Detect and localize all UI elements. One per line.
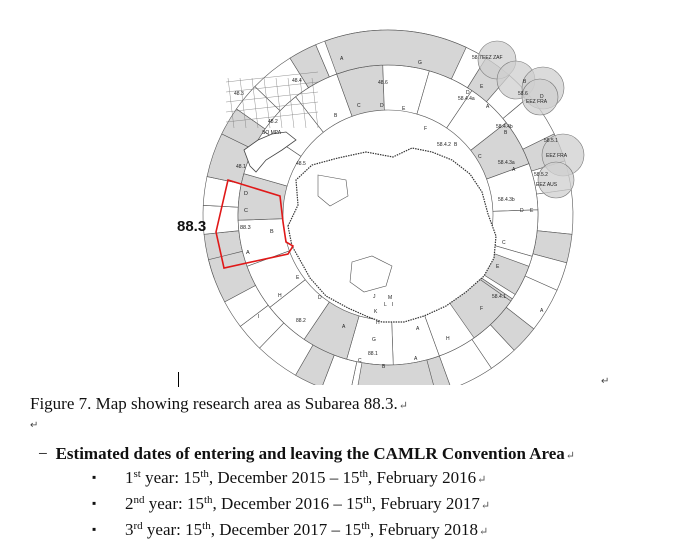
map-label-ssru-c: C [502,240,506,246]
map-label-ssru-a: A [540,308,544,314]
map-label-so-mpa: SO MPA [262,130,282,136]
map-label-a58-4-4a: 58.4.4a [458,96,475,102]
map-label-ssru-m: M [388,295,392,301]
map-label-ssru-h: H [376,320,380,326]
map-label-ssru-d: D [466,90,470,96]
map-label-a58-5-2: 58.5.2 [534,172,548,178]
map-label-ssru-a: A [342,324,346,330]
map-label-a48-4: 48.4 [292,78,302,84]
map-label-a48-5: 48.5 [296,161,306,167]
map-label-ssru-d: D [380,103,384,109]
map-label-ssru-i: I [392,302,393,308]
map-label-ssru-g: G [372,337,376,343]
map-label-ssru-d: D [540,94,544,100]
map-label-ssru-c: C [358,358,362,364]
map-label-eez-aus: EEZ AUS [536,182,558,188]
map-label-ssru-b: B [270,229,274,235]
subarea-88-3-highlight [215,178,295,269]
map-label-ssru-i: I [258,314,259,320]
empty-paragraph-mark: ↵ [30,420,39,431]
eez-circles [477,40,585,199]
map-label-ssru-d: D [520,208,524,214]
map-label-ssru-e: E [496,264,500,270]
antarctica-continent [243,131,497,323]
map-label-a48-2: 48.2 [268,119,278,125]
map-label-ssru-c: C [478,154,482,160]
map-label-ssru-a: A [414,356,418,362]
map-label-ssru-h: H [446,336,450,342]
map-label-ssru-k: K [374,309,378,315]
map-label-ssru-e: E [402,106,406,112]
map-label-eez-fra: EEZ FRA [546,153,568,159]
map-label-eez-zaf: EEZ ZAF [482,55,503,61]
map-label-ssru-a: A [340,56,344,62]
map-label-ssru-b: B [334,113,338,119]
map-label-a58-7: 58.7 [472,55,482,61]
map-label-a88-3: 88.3 [240,225,251,231]
map-label-a58-4-2: 58.4.2 [437,142,451,148]
map-label-a58-4-4b: 58.4.4b [496,124,513,130]
map-label-ssru-a: A [486,104,490,110]
map-label-ssru-a: A [512,167,516,173]
map-labels: 48.3 48.4 48.2 SO MPA 48.1 48.5 48.6 58.4.4a 58.… [234,55,568,370]
text-cursor [178,372,179,387]
map-label-ssru-d: D [244,191,248,197]
map-label-ssru-l: L [384,302,387,308]
map-label-eez-fra: EEZ FRA [526,99,548,105]
map-label-a48-3: 48.3 [234,91,244,97]
map-label-ssru-b: B [523,79,527,85]
map-label-ssru-c: C [357,103,361,109]
map-label-a58-4-3b: 58.4.3b [498,197,515,203]
map-label-ssru-f: F [424,126,427,132]
map-label-a88-1: 88.1 [368,351,378,357]
date-item-year-3: ▪ 3rd year: 15th, December 2017 – 15th, F… [92,520,489,539]
map-label-ssru-h: H [278,293,282,299]
figure-caption: Figure 7. Map showing research area as S… [30,394,408,413]
subarea-88-3-label: 88.3 [177,218,207,235]
map-label-a48-6: 48.6 [378,80,388,86]
map-label-ssru-b: B [454,142,458,148]
map-label-ssru-j: J [373,294,376,300]
map-label-ssru-a: A [246,250,250,256]
ssru-shaded-sector [324,29,467,80]
map-label-ssru-e: E [530,208,534,214]
map-label-a88-2: 88.2 [296,318,306,324]
ssru-shaded-sector [357,359,434,385]
map-label-ssru-d: D [318,295,322,301]
map-label-ssru-g: G [418,60,422,66]
date-item-year-2: ▪ 2nd year: 15th, December 2016 – 15th, F… [92,494,491,513]
map-label-a58-5-1: 58.5.1 [544,138,558,144]
antarctic-ccamlr-map: 48.3 48.4 48.2 SO MPA 48.1 48.5 48.6 58.4.4a 58.… [202,29,585,385]
map-label-ssru-b: B [504,130,508,136]
map-label-a58-6: 58.6 [518,91,528,97]
map-label-a48-1: 48.1 [236,164,246,170]
dates-heading: − Estimated dates of entering and leaving… [38,444,576,463]
map-label-ssru-e: E [296,275,300,281]
paragraph-mark: ↵ [601,376,610,387]
map-label-ssru-a: A [416,326,420,332]
map-label-ssru-e: E [480,84,484,90]
map-label-ssru-b: B [382,364,386,370]
map-label-a58-4-3a: 58.4.3a [498,160,515,166]
map-label-ssru-f: F [480,306,483,312]
date-item-year-1: ▪ 1st year: 15th, December 2015 – 15th, F… [92,468,487,487]
map-label-a58-4-1: 58.4.1 [492,294,506,300]
map-label-ssru-c: C [244,208,248,214]
